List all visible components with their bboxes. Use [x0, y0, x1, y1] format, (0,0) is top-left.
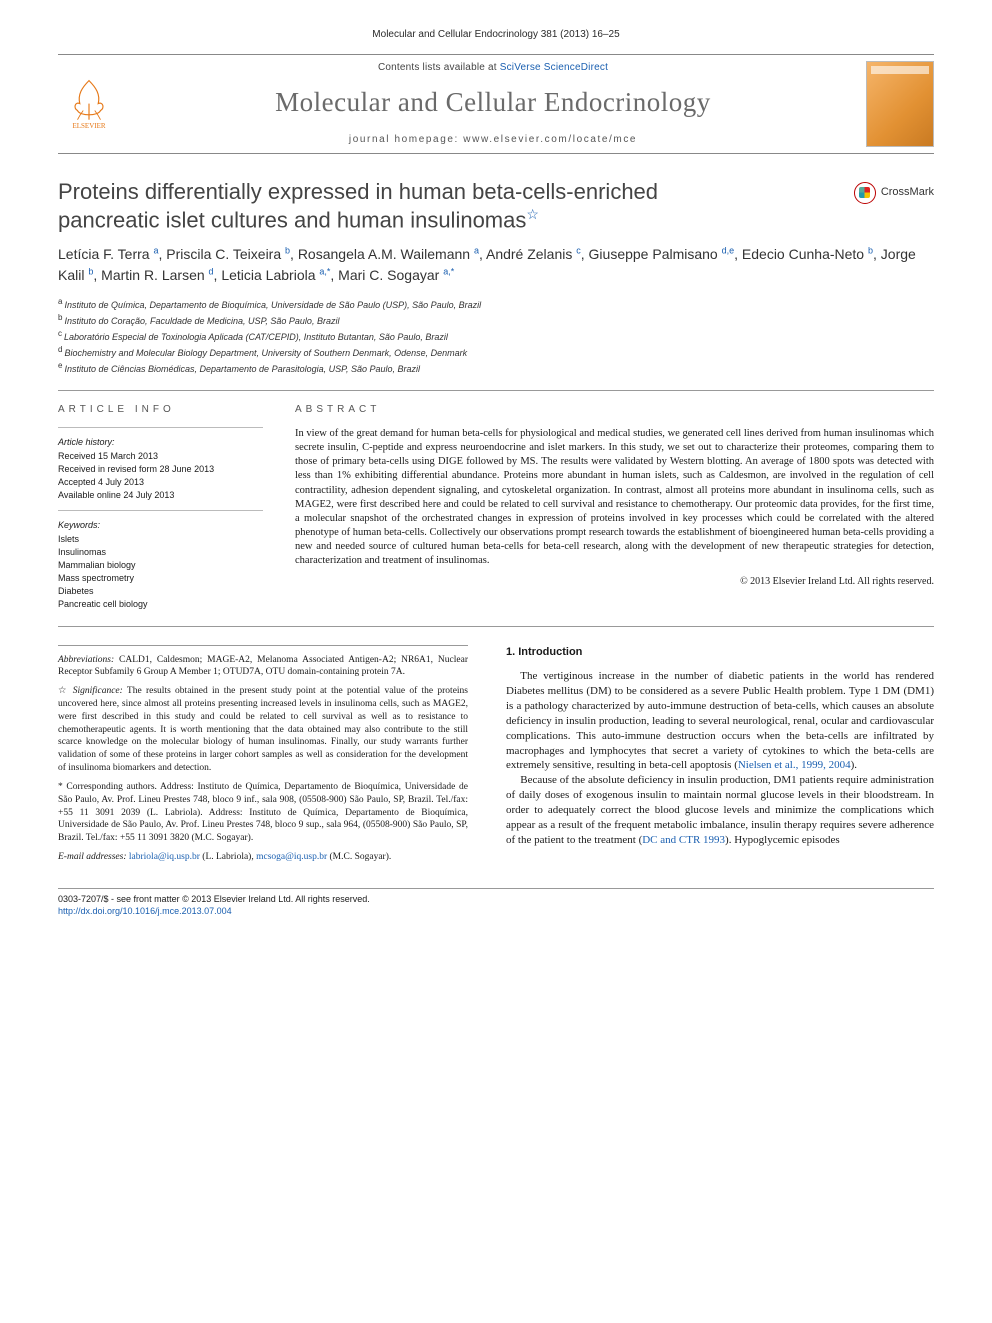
- history-item: Accepted 4 July 2013: [58, 476, 263, 488]
- significance-star: ☆: [526, 206, 539, 222]
- crossmark-label: CrossMark: [881, 185, 934, 200]
- article-history-head: Article history:: [58, 436, 263, 448]
- abstract-head: ABSTRACT: [295, 403, 934, 417]
- footnote-column: Abbreviations: CALD1, Caldesmon; MAGE-A2…: [58, 645, 468, 870]
- corr-head: * Corresponding authors.: [58, 782, 157, 792]
- elsevier-logo: ELSEVIER: [58, 69, 120, 139]
- citation-nielsen[interactable]: Nielsen et al., 1999, 2004: [738, 759, 851, 771]
- citation-dcctr[interactable]: DC and CTR 1993: [642, 834, 725, 846]
- keyword-item: Mass spectrometry: [58, 572, 263, 584]
- journal-homepage-line: journal homepage: www.elsevier.com/locat…: [132, 133, 854, 147]
- keywords-head: Keywords:: [58, 519, 263, 531]
- article-info-head: ARTICLE INFO: [58, 403, 263, 417]
- intro-p1-end: ).: [851, 759, 857, 771]
- author-list: Letícia F. Terra a, Priscila C. Teixeira…: [58, 244, 934, 286]
- front-matter-line: 0303-7207/$ - see front matter © 2013 El…: [58, 893, 370, 905]
- keyword-item: Diabetes: [58, 585, 263, 597]
- title-line-1: Proteins differentially expressed in hum…: [58, 179, 658, 204]
- keyword-item: Mammalian biology: [58, 559, 263, 571]
- abbr-head: Abbreviations:: [58, 655, 114, 665]
- email-head: E-mail addresses:: [58, 852, 127, 862]
- title-line-2: pancreatic islet cultures and human insu…: [58, 207, 526, 232]
- affiliation-item: cLaboratório Especial de Toxinologia Apl…: [58, 328, 934, 344]
- affiliation-item: eInstituto de Ciências Biomédicas, Depar…: [58, 360, 934, 376]
- homepage-url: www.elsevier.com/locate/mce: [463, 134, 637, 145]
- email-link-2[interactable]: mcsoga@iq.usp.br: [256, 852, 327, 862]
- intro-p2-end: ). Hypoglycemic episodes: [725, 834, 840, 846]
- intro-heading: 1. Introduction: [506, 645, 934, 660]
- history-item: Received in revised form 28 June 2013: [58, 463, 263, 475]
- keywords-list: IsletsInsulinomasMammalian biologyMass s…: [58, 533, 263, 611]
- homepage-prefix: journal homepage:: [349, 134, 463, 145]
- affiliation-list: aInstituto de Química, Departamento de B…: [58, 296, 934, 376]
- abstract-column: ABSTRACT In view of the great demand for…: [295, 403, 934, 611]
- footer-left: 0303-7207/$ - see front matter © 2013 El…: [58, 893, 370, 917]
- history-item: Received 15 March 2013: [58, 450, 263, 462]
- journal-masthead: ELSEVIER Contents lists available at Sci…: [58, 54, 934, 154]
- page-footer: 0303-7207/$ - see front matter © 2013 El…: [58, 888, 934, 917]
- email-block: E-mail addresses: labriola@iq.usp.br (L.…: [58, 851, 468, 864]
- journal-cover-thumbnail: [866, 61, 934, 147]
- elsevier-tree-icon: [66, 76, 112, 122]
- email-who-2: (M.C. Sogayar).: [327, 852, 391, 862]
- introduction-column: 1. Introduction The vertiginous increase…: [506, 645, 934, 870]
- intro-para-1: The vertiginous increase in the number o…: [506, 669, 934, 773]
- abstract-body: In view of the great demand for human be…: [295, 427, 934, 569]
- affiliation-item: dBiochemistry and Molecular Biology Depa…: [58, 344, 934, 360]
- keyword-item: Pancreatic cell biology: [58, 598, 263, 610]
- sig-star: ☆: [58, 686, 68, 696]
- paper-title: Proteins differentially expressed in hum…: [58, 178, 844, 235]
- crossmark-badge[interactable]: CrossMark: [854, 182, 934, 204]
- elsevier-wordmark: ELSEVIER: [72, 122, 105, 131]
- sig-label: Significance:: [68, 686, 122, 696]
- history-item: Available online 24 July 2013: [58, 489, 263, 501]
- abbr-body: CALD1, Caldesmon; MAGE-A2, Melanoma Asso…: [58, 655, 468, 678]
- lower-columns: Abbreviations: CALD1, Caldesmon; MAGE-A2…: [58, 645, 934, 870]
- abstract-copyright: © 2013 Elsevier Ireland Ltd. All rights …: [295, 575, 934, 589]
- doi-link[interactable]: http://dx.doi.org/10.1016/j.mce.2013.07.…: [58, 906, 232, 916]
- article-history-list: Received 15 March 2013Received in revise…: [58, 450, 263, 502]
- sciencedirect-link[interactable]: SciVerse ScienceDirect: [500, 62, 608, 73]
- article-info-column: ARTICLE INFO Article history: Received 1…: [58, 403, 263, 611]
- intro-p1-text: The vertiginous increase in the number o…: [506, 670, 934, 771]
- corresponding-block: * Corresponding authors. Address: Instit…: [58, 781, 468, 845]
- title-block: Proteins differentially expressed in hum…: [58, 178, 934, 235]
- sig-body: The results obtained in the present stud…: [58, 686, 468, 773]
- masthead-center: Contents lists available at SciVerse Sci…: [132, 61, 854, 146]
- affiliation-item: bInstituto do Coração, Faculdade de Medi…: [58, 312, 934, 328]
- abbreviations-block: Abbreviations: CALD1, Caldesmon; MAGE-A2…: [58, 654, 468, 680]
- significance-block: ☆ Significance: The results obtained in …: [58, 685, 468, 775]
- intro-para-2: Because of the absolute deficiency in in…: [506, 773, 934, 847]
- crossmark-icon: [854, 182, 876, 204]
- affiliation-item: aInstituto de Química, Departamento de B…: [58, 296, 934, 312]
- email-link-1[interactable]: labriola@iq.usp.br: [129, 852, 200, 862]
- keyword-item: Insulinomas: [58, 546, 263, 558]
- email-who-1: (L. Labriola),: [200, 852, 256, 862]
- journal-title: Molecular and Cellular Endocrinology: [132, 84, 854, 120]
- contents-available-line: Contents lists available at SciVerse Sci…: [132, 61, 854, 75]
- running-head: Molecular and Cellular Endocrinology 381…: [58, 28, 934, 42]
- info-abstract-row: ARTICLE INFO Article history: Received 1…: [58, 390, 934, 626]
- keyword-item: Islets: [58, 533, 263, 545]
- contents-prefix: Contents lists available at: [378, 62, 500, 73]
